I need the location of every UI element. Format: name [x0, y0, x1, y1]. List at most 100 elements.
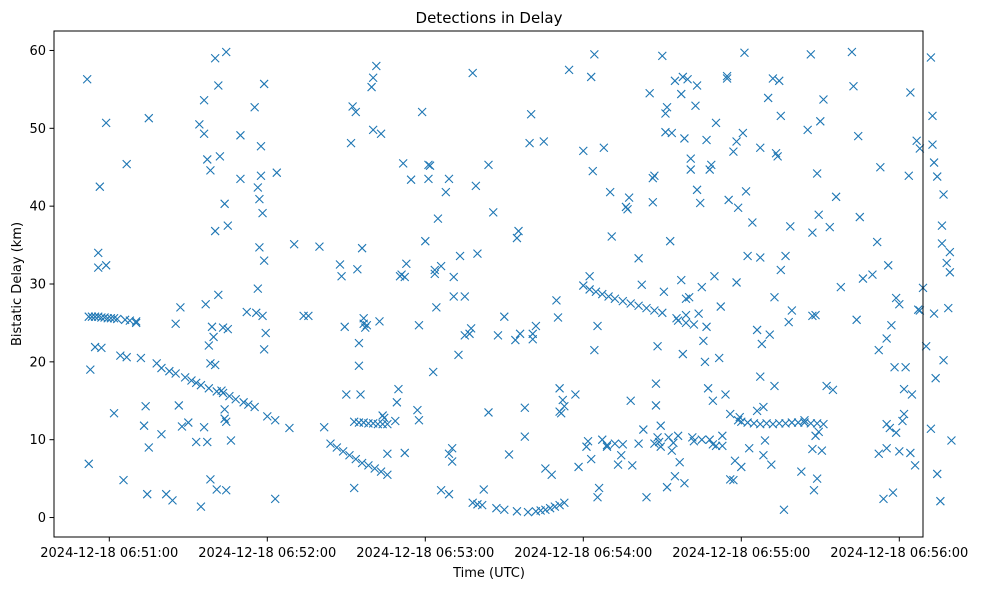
data-point-marker	[809, 485, 819, 495]
data-point-marker	[315, 242, 324, 252]
data-point-marker	[349, 483, 359, 493]
data-point-marker	[589, 49, 599, 59]
data-point-marker	[947, 436, 956, 445]
data-point-marker	[594, 483, 604, 493]
data-point-marker	[725, 409, 735, 419]
data-point-marker	[831, 192, 841, 202]
data-point-marker	[894, 299, 904, 309]
data-point-marker	[899, 384, 909, 394]
data-point-marker	[417, 107, 427, 117]
data-point-marker	[634, 439, 643, 448]
data-point-marker	[680, 134, 689, 143]
data-point-marker	[370, 464, 380, 473]
data-point-marker	[729, 475, 738, 485]
data-point-marker	[250, 402, 260, 412]
data-point-marker	[492, 503, 501, 513]
data-point-marker	[251, 308, 261, 318]
data-point-marker	[119, 475, 128, 485]
data-point-marker	[747, 218, 757, 227]
data-point-marker	[326, 439, 335, 448]
data-point-marker	[392, 397, 402, 407]
data-point-marker	[180, 373, 190, 382]
data-point-marker	[722, 71, 732, 81]
data-point-marker	[700, 357, 710, 367]
data-point-marker	[493, 330, 503, 340]
data-point-marker	[84, 312, 94, 322]
data-point-marker	[828, 385, 838, 395]
data-point-marker	[887, 320, 896, 330]
data-point-marker	[717, 441, 727, 451]
data-point-marker	[488, 207, 498, 217]
data-point-marker	[710, 271, 719, 281]
data-point-marker	[676, 275, 686, 285]
data-point-marker	[806, 418, 816, 428]
data-point-marker	[202, 437, 212, 447]
data-point-marker	[526, 109, 536, 119]
data-point-marker	[319, 422, 329, 432]
data-point-marker	[122, 352, 132, 362]
x-axis: 2024-12-18 06:51:00 2024-12-18 06:52:00 20…	[40, 537, 968, 561]
data-point-marker	[97, 343, 106, 353]
data-point-marker	[255, 243, 264, 252]
data-point-marker	[433, 214, 443, 223]
data-point-marker	[702, 135, 711, 145]
data-point-marker	[436, 485, 446, 495]
data-point-marker	[770, 292, 779, 302]
data-point-marker	[691, 101, 700, 111]
data-point-marker	[553, 313, 563, 322]
data-point-marker	[171, 319, 181, 329]
data-point-marker	[659, 287, 669, 297]
data-point-marker	[755, 372, 765, 382]
data-point-marker	[253, 284, 263, 294]
data-point-marker	[662, 102, 672, 112]
data-point-marker	[371, 61, 381, 71]
data-point-marker	[204, 341, 214, 350]
data-point-marker	[209, 332, 218, 342]
data-point-marker	[375, 316, 384, 326]
data-point-marker	[259, 256, 269, 266]
data-point-marker	[675, 457, 685, 467]
data-point-marker	[735, 412, 745, 422]
data-point-marker	[510, 335, 520, 345]
data-point-marker	[157, 429, 166, 439]
data-point-marker	[441, 187, 451, 197]
data-point-marker	[755, 143, 765, 153]
y-tick-label: 40	[29, 200, 46, 215]
data-point-marker	[93, 248, 103, 258]
data-point-marker	[400, 448, 410, 458]
data-point-marker	[256, 141, 266, 151]
data-point-marker	[364, 460, 373, 470]
data-point-marker	[812, 169, 822, 178]
data-point-marker	[729, 147, 738, 157]
data-point-marker	[702, 322, 711, 332]
data-point-marker	[604, 292, 613, 301]
data-point-marker	[926, 424, 936, 434]
data-point-marker	[913, 305, 923, 315]
data-point-marker	[101, 118, 111, 128]
data-point-marker	[642, 492, 651, 502]
data-point-marker	[255, 194, 264, 204]
data-point-marker	[605, 187, 615, 197]
data-point-marker	[250, 102, 260, 112]
data-point-marker	[891, 293, 901, 303]
data-point-marker	[258, 311, 267, 321]
data-point-marker	[651, 379, 661, 389]
data-point-marker	[376, 129, 386, 139]
data-point-marker	[743, 251, 753, 261]
data-point-marker	[207, 322, 217, 332]
data-point-marker	[177, 422, 187, 431]
data-point-marker	[627, 460, 637, 470]
data-point-marker	[368, 125, 378, 135]
data-point-marker	[781, 251, 790, 261]
data-point-marker	[400, 272, 410, 282]
data-point-marker	[337, 271, 346, 281]
data-point-marker	[623, 204, 632, 214]
data-point-marker	[444, 174, 454, 184]
data-point-marker	[711, 441, 721, 451]
data-point-marker	[586, 72, 596, 82]
data-point-marker	[808, 311, 817, 321]
data-point-marker	[607, 232, 617, 241]
data-point-marker	[131, 318, 141, 328]
data-point-marker	[757, 339, 767, 349]
